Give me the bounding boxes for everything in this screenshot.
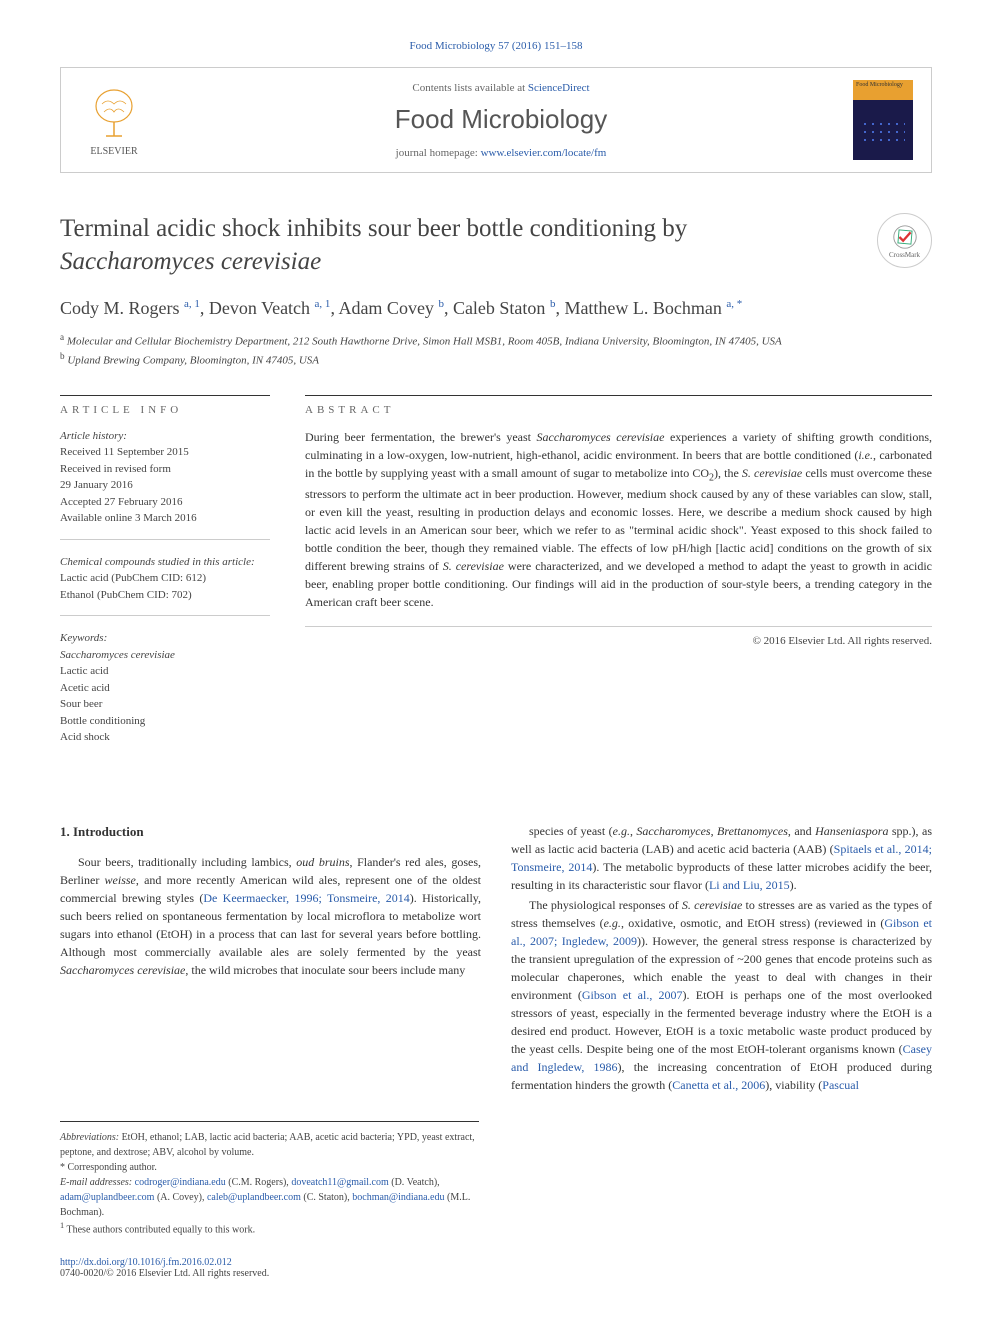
chemical-compounds: Chemical compounds studied in this artic…	[60, 554, 270, 617]
body-columns: 1. Introduction Sour beers, traditionall…	[60, 822, 932, 1096]
intro-para-1: Sour beers, traditionally including lamb…	[60, 853, 481, 979]
body-col-right: species of yeast (e.g., Saccharomyces, B…	[511, 822, 932, 1096]
sciencedirect-link[interactable]: ScienceDirect	[528, 82, 590, 94]
homepage-line: journal homepage: www.elsevier.com/locat…	[167, 147, 835, 159]
intro-para-3: The physiological responses of S. cerevi…	[511, 896, 932, 1094]
copyright-line: © 2016 Elsevier Ltd. All rights reserved…	[305, 635, 932, 647]
issn-line: 0740-0020/© 2016 Elsevier Ltd. All right…	[60, 1268, 269, 1279]
elsevier-logo[interactable]: ELSEVIER	[79, 80, 149, 160]
article-info-heading: ARTICLE INFO	[60, 395, 270, 416]
abstract-column: ABSTRACT During beer fermentation, the b…	[305, 395, 932, 772]
journal-header: ELSEVIER Contents lists available at Sci…	[60, 67, 932, 173]
contents-line: Contents lists available at ScienceDirec…	[167, 82, 835, 94]
intro-para-2: species of yeast (e.g., Saccharomyces, B…	[511, 822, 932, 894]
citation-line: Food Microbiology 57 (2016) 151–158	[60, 40, 932, 52]
abbreviations: Abbreviations: EtOH, ethanol; LAB, lacti…	[60, 1130, 479, 1160]
journal-name: Food Microbiology	[167, 104, 835, 135]
crossmark-badge[interactable]: CrossMark	[877, 213, 932, 268]
article-history: Article history: Received 11 September 2…	[60, 428, 270, 540]
equal-contribution: 1 These authors contributed equally to t…	[60, 1220, 479, 1237]
body-col-left: 1. Introduction Sour beers, traditionall…	[60, 822, 481, 1096]
homepage-link[interactable]: www.elsevier.com/locate/fm	[481, 147, 607, 159]
citation-link[interactable]: Food Microbiology 57 (2016) 151–158	[410, 40, 583, 52]
abstract-heading: ABSTRACT	[305, 395, 932, 416]
footer: http://dx.doi.org/10.1016/j.fm.2016.02.0…	[60, 1257, 932, 1279]
crossmark-icon	[891, 223, 919, 251]
abstract-text: During beer fermentation, the brewer's y…	[305, 428, 932, 627]
doi-link[interactable]: http://dx.doi.org/10.1016/j.fm.2016.02.0…	[60, 1257, 232, 1268]
keywords: Keywords: Saccharomyces cerevisiaeLactic…	[60, 630, 270, 758]
email-addresses: E-mail addresses: codroger@indiana.edu (…	[60, 1175, 479, 1220]
elsevier-label: ELSEVIER	[90, 146, 137, 157]
corresponding-author: * Corresponding author.	[60, 1160, 479, 1175]
article-title: Terminal acidic shock inhibits sour beer…	[60, 213, 867, 278]
elsevier-tree-icon	[84, 84, 144, 144]
journal-cover-thumb[interactable]: Food Microbiology	[853, 80, 913, 160]
footnotes: Abbreviations: EtOH, ethanol; LAB, lacti…	[60, 1121, 479, 1237]
author-list: Cody M. Rogers a, 1, Devon Veatch a, 1, …	[60, 296, 932, 321]
intro-heading: 1. Introduction	[60, 822, 481, 842]
article-info-sidebar: ARTICLE INFO Article history: Received 1…	[60, 395, 270, 772]
affiliations: a Molecular and Cellular Biochemistry De…	[60, 331, 932, 369]
